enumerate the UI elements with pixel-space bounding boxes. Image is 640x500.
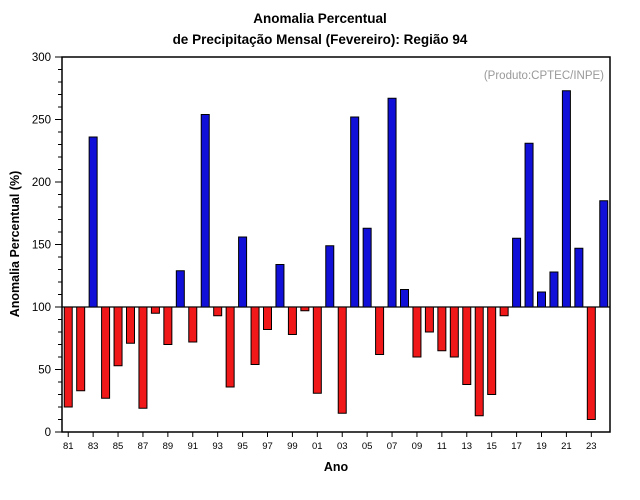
x-tick-label-1987: 87 — [138, 441, 149, 452]
bar-1999 — [287, 306, 297, 335]
bar-1996 — [250, 306, 260, 365]
bar-2007 — [387, 97, 397, 308]
y-tick-label-200: 200 — [32, 177, 51, 189]
bar-2022 — [574, 247, 584, 308]
bar-2004 — [350, 116, 360, 308]
bar-1988 — [150, 306, 160, 314]
x-tick-label-2011: 11 — [437, 441, 447, 452]
bar-2008 — [400, 289, 409, 308]
source-annotation: (Produto:CPTEC/INPE) — [483, 70, 604, 82]
bar-1990 — [175, 270, 185, 308]
x-axis-label: Ano — [323, 460, 349, 474]
bar-1987 — [138, 306, 148, 409]
x-tick-label-2019: 19 — [536, 441, 547, 452]
x-tick-label-2007: 07 — [387, 441, 398, 452]
y-axis-label: Anomalia Percentual (%) — [8, 170, 22, 318]
y-tick-label-300: 300 — [32, 52, 51, 64]
bar-2012 — [449, 306, 459, 358]
bar-2020 — [549, 271, 559, 308]
x-tick-label-1993: 93 — [212, 441, 223, 452]
bar-1995 — [238, 236, 248, 308]
x-tick-label-2023: 23 — [586, 441, 597, 452]
bar-2000 — [300, 306, 310, 312]
bar-2013 — [462, 306, 472, 385]
bar-1992 — [200, 114, 210, 308]
bar-2009 — [412, 306, 422, 358]
bar-1994 — [225, 306, 235, 388]
y-tick-label-100: 100 — [32, 302, 51, 314]
y-tick-label-50: 50 — [38, 365, 51, 377]
x-tick-label-1983: 83 — [88, 441, 99, 452]
bar-1998 — [275, 264, 285, 308]
chart-title: Anomalia Percentual de Precipitação Mens… — [0, 8, 640, 50]
y-tick-label-250: 250 — [32, 115, 51, 127]
chart-title-line1: Anomalia Percentual — [253, 11, 387, 26]
x-tick-label-2003: 03 — [337, 441, 348, 452]
bar-2005 — [362, 227, 372, 308]
bar-1985 — [113, 306, 123, 367]
bar-2006 — [375, 306, 385, 355]
x-tick-label-1997: 97 — [262, 441, 273, 452]
y-tick-label-0: 0 — [45, 427, 51, 439]
x-tick-label-2013: 13 — [461, 441, 472, 452]
bar-2011 — [437, 306, 447, 352]
bar-2016 — [499, 306, 509, 317]
chart-title-line2: de Precipitação Mensal (Fevereiro): Regi… — [172, 32, 468, 47]
bar-2014 — [474, 306, 484, 417]
bar-2017 — [512, 237, 522, 308]
x-tick-label-2001: 01 — [312, 441, 323, 452]
x-tick-label-2005: 05 — [362, 441, 373, 452]
bar-1991 — [188, 306, 198, 343]
x-tick-label-1991: 91 — [187, 441, 198, 452]
x-tick-label-2021: 21 — [561, 441, 572, 452]
bar-1989 — [163, 306, 173, 345]
bar-2003 — [337, 306, 347, 414]
y-tick-label-150: 150 — [32, 240, 51, 252]
x-tick-label-1999: 99 — [287, 441, 298, 452]
x-tick-label-1985: 85 — [113, 441, 124, 452]
bar-2010 — [424, 306, 434, 333]
bar-1986 — [126, 306, 135, 344]
bar-2001 — [312, 306, 322, 394]
bar-2002 — [325, 245, 335, 308]
bar-2019 — [537, 291, 546, 308]
bar-2021 — [561, 90, 571, 308]
bar-1981 — [63, 306, 73, 408]
bar-1982 — [76, 306, 86, 392]
bar-2023 — [586, 306, 596, 420]
x-tick-label-1981: 81 — [63, 441, 74, 452]
bar-1997 — [263, 306, 272, 330]
x-tick-label-1989: 89 — [163, 441, 174, 452]
bar-2015 — [487, 306, 497, 395]
x-tick-label-2009: 09 — [412, 441, 423, 452]
bar-2024 — [599, 200, 609, 308]
bar-1993 — [213, 306, 223, 317]
bar-2018 — [524, 142, 534, 308]
x-tick-label-2015: 15 — [486, 441, 497, 452]
x-tick-label-1995: 95 — [237, 441, 248, 452]
bar-1983 — [88, 136, 98, 308]
x-tick-label-2017: 17 — [511, 441, 522, 452]
bar-1984 — [101, 306, 111, 399]
